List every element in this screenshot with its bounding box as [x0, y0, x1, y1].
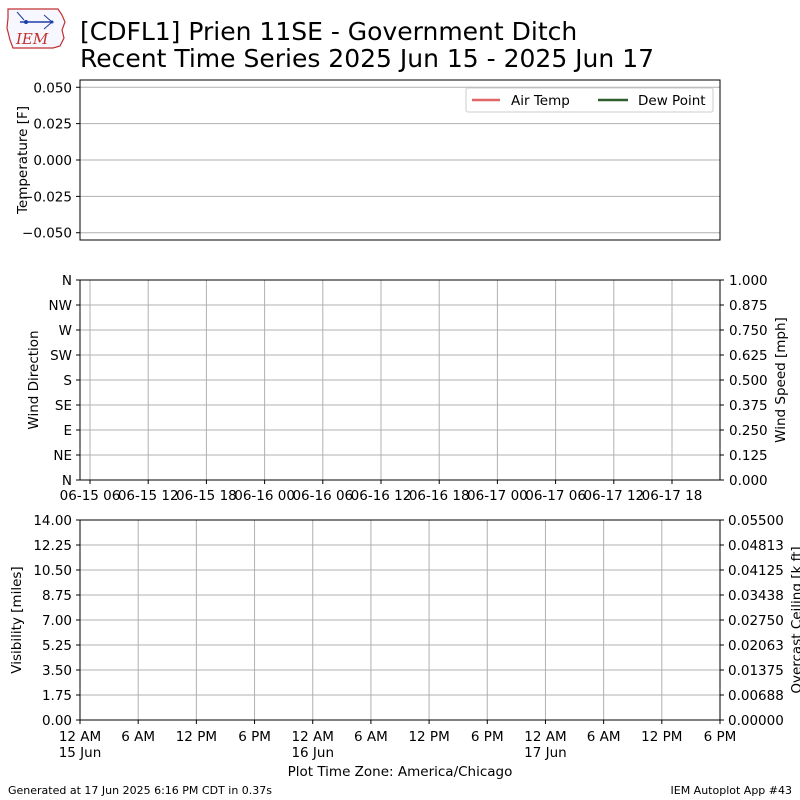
- wind-time-tick-label: 06-16 00: [234, 488, 295, 504]
- wind-time-tick-label: 06-17 12: [583, 488, 644, 504]
- visibility-tick-label: 10.50: [33, 563, 72, 579]
- temperature-tick-label: 0.050: [33, 80, 72, 96]
- legend-box: [465, 87, 714, 113]
- visibility-time-tick-label: 6 PM: [238, 729, 271, 745]
- legend-dew-point-label: Dew Point: [638, 93, 706, 109]
- wind-speed-tick-label: 0.250: [729, 423, 768, 439]
- iowa-state-outline-icon: [6, 8, 66, 49]
- wind-speed-tick-label: 0.625: [729, 348, 768, 364]
- chart-title-line2: Recent Time Series 2025 Jun 15 - 2025 Ju…: [80, 44, 654, 73]
- wind-direction-tick-label: E: [63, 423, 72, 439]
- wind-time-tick-label: 06-16 06: [292, 488, 353, 504]
- visibility-time-tick-label: 12 AM: [292, 729, 334, 745]
- wind-speed-tick-label: 0.500: [729, 373, 768, 389]
- wind-direction-tick-label: NW: [49, 298, 72, 314]
- temperature-axis-label: Temperature [F]: [15, 106, 31, 215]
- visibility-tick-label: 5.25: [42, 638, 72, 654]
- visibility-plot-frame: [79, 519, 721, 721]
- wind-direction-tick-label: W: [59, 323, 72, 339]
- visibility-tick-label: 14.00: [33, 513, 72, 529]
- ceiling-tick-label: 0.05500: [728, 513, 784, 529]
- visibility-tick-label: 7.00: [42, 613, 72, 629]
- wind-direction-tick-label: S: [63, 373, 72, 389]
- visibility-time-tick-label: 12 PM: [408, 729, 449, 745]
- legend-air-temp-label: Air Temp: [511, 93, 570, 109]
- temperature-panel: 0.050 0.025 0.000 −0.025 −0.050 Temperature …: [15, 79, 721, 242]
- visibility-axis-label: Visibility [miles]: [9, 566, 25, 673]
- wind-time-tick-label: 06-16 12: [351, 488, 412, 504]
- visibility-time-tick-label: 12 AM: [59, 729, 101, 745]
- chart-title-line1: [CDFL1] Prien 11SE - Government Ditch: [80, 17, 577, 46]
- wind-speed-tick-label: 0.875: [729, 298, 768, 314]
- wind-time-tick-label: 06-15 18: [176, 488, 237, 504]
- ceiling-tick-label: 0.02750: [728, 613, 784, 629]
- wind-direction-tick-label: N: [62, 273, 72, 289]
- visibility-date-tick-label: 15 Jun: [59, 745, 102, 761]
- wind-direction-tick-label: NE: [53, 448, 72, 464]
- wind-direction-tick-label: SE: [55, 398, 72, 414]
- wind-time-tick-label: 06-17 00: [467, 488, 528, 504]
- temperature-plot-frame: [79, 79, 721, 241]
- logo-text: IEM: [15, 30, 49, 48]
- wind-direction-tick-label: SW: [50, 348, 72, 364]
- wind-speed-tick-label: 1.000: [729, 273, 768, 289]
- footer-generated: Generated at 17 Jun 2025 6:16 PM CDT in …: [8, 784, 272, 797]
- wind-time-tick-label: 06-15 06: [60, 488, 121, 504]
- visibility-tick-label: 1.75: [42, 688, 72, 704]
- wind-speed-tick-label: 0.750: [729, 323, 768, 339]
- wind-time-tick-label: 06-15 12: [118, 488, 179, 504]
- wind-speed-tick-label: 0.375: [729, 398, 768, 414]
- ceiling-tick-label: 0.04125: [728, 563, 784, 579]
- visibility-date-tick-label: 17 Jun: [524, 745, 567, 761]
- temperature-tick-label: 0.000: [33, 153, 72, 169]
- temperature-tick-label: 0.025: [33, 117, 72, 133]
- ceiling-tick-label: 0.04813: [728, 538, 784, 554]
- ceiling-axis-label: Overcast Ceiling [k ft]: [789, 546, 800, 693]
- wind-direction-tick-label: N: [62, 473, 72, 489]
- visibility-date-tick-label: 16 Jun: [291, 745, 334, 761]
- ceiling-tick-label: 0.01375: [728, 663, 784, 679]
- ceiling-tick-label: 0.00000: [728, 713, 784, 729]
- x-axis-label: Plot Time Zone: America/Chicago: [288, 764, 513, 780]
- visibility-time-tick-label: 12 PM: [641, 729, 682, 745]
- temperature-tick-label: −0.025: [22, 189, 72, 205]
- wind-direction-axis-label: Wind Direction: [26, 330, 42, 429]
- ceiling-tick-label: 0.02063: [728, 638, 784, 654]
- ceiling-tick-label: 0.00688: [728, 688, 784, 704]
- wind-time-tick-label: 06-17 18: [642, 488, 703, 504]
- wind-speed-tick-label: 0.000: [729, 473, 768, 489]
- visibility-time-tick-label: 12 PM: [176, 729, 217, 745]
- wind-plot-frame: [79, 279, 721, 481]
- wind-speed-axis-label: Wind Speed [mph]: [773, 317, 789, 443]
- visibility-time-tick-label: 6 AM: [354, 729, 388, 745]
- visibility-tick-label: 0.00: [42, 713, 72, 729]
- wind-speed-tick-label: 0.125: [729, 448, 768, 464]
- wind-panel: N NW W SW S SE E NE N 1.000 0.875 0.750 0.625 0.500 0…: [26, 273, 789, 504]
- visibility-tick-label: 3.50: [42, 663, 72, 679]
- legend: Air Temp Dew Point: [465, 87, 714, 113]
- temperature-tick-label: −0.050: [22, 226, 72, 242]
- visibility-time-tick-label: 6 AM: [121, 729, 155, 745]
- footer-app-id: IEM Autoplot App #43: [671, 784, 793, 797]
- visibility-time-tick-label: 6 AM: [587, 729, 621, 745]
- wind-time-tick-label: 06-17 06: [525, 488, 586, 504]
- visibility-time-tick-label: 6 PM: [471, 729, 504, 745]
- ceiling-tick-label: 0.03438: [728, 588, 784, 604]
- wind-time-tick-label: 06-16 18: [409, 488, 470, 504]
- visibility-time-tick-label: 6 PM: [704, 729, 737, 745]
- visibility-tick-label: 8.75: [42, 588, 72, 604]
- visibility-tick-label: 12.25: [33, 538, 72, 554]
- iem-logo: IEM: [6, 8, 66, 49]
- visibility-panel: 14.0012.2510.508.757.005.253.501.750.00 …: [9, 513, 800, 761]
- visibility-time-tick-label: 12 AM: [524, 729, 566, 745]
